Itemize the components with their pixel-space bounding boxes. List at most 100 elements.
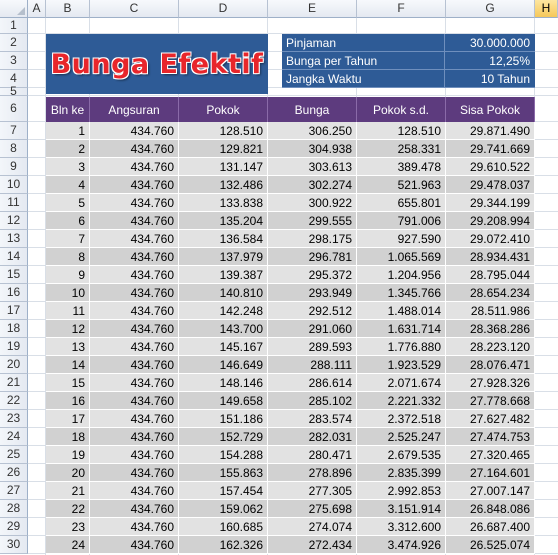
table-cell[interactable]: 29.871.490 [446, 122, 535, 140]
table-cell[interactable]: 1 [46, 122, 90, 140]
table-cell[interactable]: 282.031 [268, 428, 357, 446]
table-cell[interactable]: 16 [46, 392, 90, 410]
table-cell[interactable]: 1.345.766 [357, 284, 446, 302]
table-cell[interactable]: 298.175 [268, 230, 357, 248]
table-cell[interactable]: 1.923.529 [357, 356, 446, 374]
column-heading-0[interactable]: Bln ke [46, 97, 90, 123]
table-cell[interactable]: 28.076.471 [446, 356, 535, 374]
table-cell[interactable]: 296.781 [268, 248, 357, 266]
table-cell[interactable]: 22 [46, 500, 90, 518]
table-cell[interactable]: 2.221.332 [357, 392, 446, 410]
row-header-12[interactable]: 12 [0, 212, 28, 230]
table-cell[interactable]: 162.326 [179, 536, 268, 554]
table-cell[interactable]: 29.208.994 [446, 212, 535, 230]
table-cell[interactable]: 2.372.518 [357, 410, 446, 428]
table-cell[interactable]: 434.760 [90, 374, 179, 392]
table-cell[interactable]: 136.584 [179, 230, 268, 248]
table-cell[interactable]: 275.698 [268, 500, 357, 518]
row-header-26[interactable]: 26 [0, 464, 28, 482]
table-cell[interactable]: 434.760 [90, 284, 179, 302]
table-cell[interactable]: 152.729 [179, 428, 268, 446]
table-cell[interactable]: 19 [46, 446, 90, 464]
table-cell[interactable]: 304.938 [268, 140, 357, 158]
table-cell[interactable]: 434.760 [90, 122, 179, 140]
column-header-b[interactable]: B [46, 0, 90, 18]
row-header-18[interactable]: 18 [0, 320, 28, 338]
row-header-2[interactable]: 2 [0, 34, 28, 52]
info-value-0[interactable]: 30.000.000 [444, 34, 535, 52]
row-header-13[interactable]: 13 [0, 230, 28, 248]
row-header-8[interactable]: 8 [0, 140, 28, 158]
table-cell[interactable]: 434.760 [90, 464, 179, 482]
table-cell[interactable]: 434.760 [90, 212, 179, 230]
row-header-28[interactable]: 28 [0, 500, 28, 518]
table-cell[interactable]: 1.488.014 [357, 302, 446, 320]
table-cell[interactable]: 129.821 [179, 140, 268, 158]
table-cell[interactable]: 2.071.674 [357, 374, 446, 392]
column-header-a[interactable]: A [28, 0, 46, 18]
table-cell[interactable]: 4 [46, 176, 90, 194]
info-label-1[interactable]: Bunga per Tahun [282, 52, 444, 70]
table-cell[interactable]: 17 [46, 410, 90, 428]
table-cell[interactable]: 14 [46, 356, 90, 374]
row-header-23[interactable]: 23 [0, 410, 28, 428]
table-cell[interactable]: 159.062 [179, 500, 268, 518]
row-header-10[interactable]: 10 [0, 176, 28, 194]
info-label-0[interactable]: Pinjaman [282, 34, 444, 52]
table-cell[interactable]: 27.778.668 [446, 392, 535, 410]
table-cell[interactable]: 26.687.400 [446, 518, 535, 536]
table-cell[interactable]: 434.760 [90, 500, 179, 518]
row-header-21[interactable]: 21 [0, 374, 28, 392]
column-heading-4[interactable]: Pokok s.d. [357, 97, 446, 123]
table-cell[interactable]: 20 [46, 464, 90, 482]
table-cell[interactable]: 148.146 [179, 374, 268, 392]
table-cell[interactable]: 434.760 [90, 140, 179, 158]
table-cell[interactable]: 434.760 [90, 356, 179, 374]
table-cell[interactable]: 2 [46, 140, 90, 158]
info-label-2[interactable]: Jangka Waktu [282, 70, 444, 88]
table-cell[interactable]: 280.471 [268, 446, 357, 464]
row-header-7[interactable]: 7 [0, 122, 28, 140]
column-heading-1[interactable]: Angsuran [90, 97, 179, 123]
table-cell[interactable]: 6 [46, 212, 90, 230]
table-cell[interactable]: 9 [46, 266, 90, 284]
table-cell[interactable]: 28.368.286 [446, 320, 535, 338]
table-cell[interactable]: 27.164.601 [446, 464, 535, 482]
table-cell[interactable]: 3 [46, 158, 90, 176]
table-cell[interactable]: 258.331 [357, 140, 446, 158]
table-cell[interactable]: 2.679.535 [357, 446, 446, 464]
table-cell[interactable]: 434.760 [90, 428, 179, 446]
row-header-20[interactable]: 20 [0, 356, 28, 374]
table-cell[interactable]: 434.760 [90, 230, 179, 248]
table-cell[interactable]: 2.835.399 [357, 464, 446, 482]
row-header-14[interactable]: 14 [0, 248, 28, 266]
row-header-1[interactable]: 1 [0, 18, 28, 34]
row-header-11[interactable]: 11 [0, 194, 28, 212]
row-header-3[interactable]: 3 [0, 52, 28, 70]
table-cell[interactable]: 26.525.074 [446, 536, 535, 554]
table-cell[interactable]: 133.838 [179, 194, 268, 212]
table-cell[interactable]: 146.649 [179, 356, 268, 374]
table-cell[interactable]: 29.610.522 [446, 158, 535, 176]
table-cell[interactable]: 29.344.199 [446, 194, 535, 212]
table-cell[interactable]: 293.949 [268, 284, 357, 302]
column-header-g[interactable]: G [446, 0, 535, 18]
column-heading-3[interactable]: Bunga [268, 97, 357, 123]
title-banner[interactable]: Bunga Efektif [46, 34, 268, 94]
table-cell[interactable]: 151.186 [179, 410, 268, 428]
table-cell[interactable]: 434.760 [90, 302, 179, 320]
table-cell[interactable]: 434.760 [90, 536, 179, 554]
table-cell[interactable]: 139.387 [179, 266, 268, 284]
table-cell[interactable]: 145.167 [179, 338, 268, 356]
column-heading-2[interactable]: Pokok [179, 97, 268, 123]
table-cell[interactable]: 300.922 [268, 194, 357, 212]
table-cell[interactable]: 11 [46, 302, 90, 320]
row-header-17[interactable]: 17 [0, 302, 28, 320]
table-cell[interactable]: 137.979 [179, 248, 268, 266]
table-cell[interactable]: 434.760 [90, 266, 179, 284]
table-cell[interactable]: 28.511.986 [446, 302, 535, 320]
table-cell[interactable]: 154.288 [179, 446, 268, 464]
table-cell[interactable]: 140.810 [179, 284, 268, 302]
table-cell[interactable]: 791.006 [357, 212, 446, 230]
table-cell[interactable]: 295.372 [268, 266, 357, 284]
